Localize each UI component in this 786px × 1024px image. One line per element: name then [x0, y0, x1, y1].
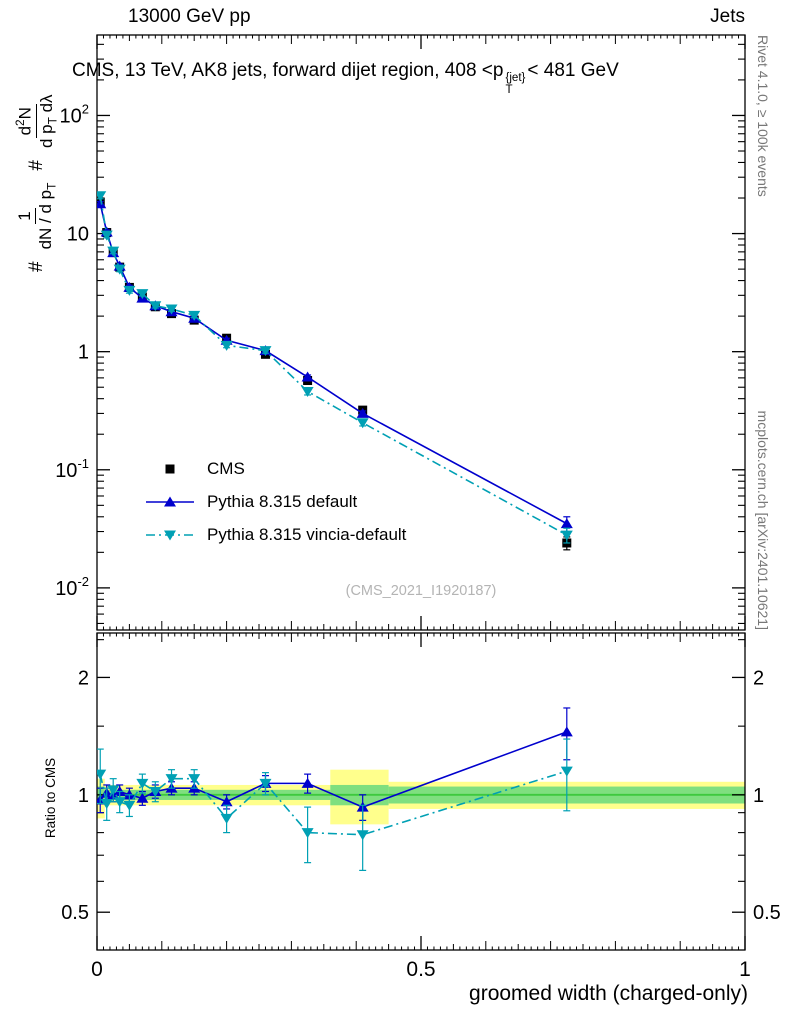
plot-title-text-end: < 481 GeV	[527, 60, 619, 81]
legend-item-pythia-default: Pythia 8.315 default	[143, 485, 406, 518]
y-axis-label-main: # 1 dN / d pT # d2N d pT dλ	[8, 40, 66, 272]
svg-text:1: 1	[753, 785, 764, 807]
main-series	[97, 191, 573, 551]
series-pythia-8.315-vincia-default	[97, 191, 573, 544]
svg-text:0.5: 0.5	[61, 902, 89, 924]
legend-marker-pythia-vincia	[146, 530, 194, 540]
svg-text:2: 2	[78, 667, 89, 689]
legend-marker-pythia-default	[146, 496, 194, 506]
ratio-series	[97, 707, 573, 872]
svg-text:10: 10	[67, 224, 89, 246]
svg-text:1: 1	[739, 958, 751, 981]
y-axis-label-ratio: Ratio to CMS	[42, 757, 58, 839]
beam-energy-label: 13000 GeV pp	[128, 6, 251, 27]
svg-text:2: 2	[753, 667, 764, 689]
plot-title: CMS, 13 TeV, AK8 jets, forward dijet reg…	[72, 60, 772, 97]
hash-symbol: #	[26, 160, 47, 171]
svg-text:0: 0	[91, 958, 103, 981]
pt-jet-superscript: {jet}	[505, 72, 526, 85]
legend-item-pythia-vincia: Pythia 8.315 vincia-default	[143, 518, 406, 551]
mcplots-credit-note: mcplots.cern.ch [arXiv:2401.10621]	[755, 410, 771, 630]
svg-text:0.5: 0.5	[406, 958, 435, 981]
legend-item-cms: CMS	[143, 452, 406, 485]
hash-symbol: #	[26, 261, 47, 272]
watermark: (CMS_2021_I1920187)	[345, 583, 497, 599]
analysis-topic-label: Jets	[710, 6, 745, 27]
svg-text:10-2: 10-2	[55, 574, 89, 600]
plot-title-text: CMS, 13 TeV, AK8 jets, forward dijet reg…	[72, 60, 504, 81]
svg-text:1: 1	[78, 785, 89, 807]
legend-label-pythia-vincia: Pythia 8.315 vincia-default	[207, 524, 407, 544]
rivet-version-note: Rivet 4.1.0, ≥ 100k events	[755, 35, 771, 197]
legend-label-pythia-default: Pythia 8.315 default	[207, 491, 358, 511]
x-axis-label: groomed width (charged-only)	[469, 982, 748, 1005]
legend-marker-cms	[165, 464, 175, 473]
fraction-one-over-dndpt: 1 dN / d pT	[15, 182, 59, 250]
pt-jet-supsub: {jet} T	[505, 72, 525, 96]
fraction-d2n-dptdlambda: d2N d pT dλ	[13, 94, 59, 149]
svg-text:10-1: 10-1	[55, 456, 89, 482]
svg-text:0.5: 0.5	[753, 902, 781, 924]
svg-text:1: 1	[78, 342, 89, 364]
legend: CMS Pythia 8.315 default Pythia 8.315 vi…	[143, 452, 406, 551]
legend-label-cms: CMS	[207, 458, 245, 478]
pt-jet-subscript: T	[505, 84, 513, 97]
series-pythia-8.315-vincia-default	[97, 738, 573, 872]
